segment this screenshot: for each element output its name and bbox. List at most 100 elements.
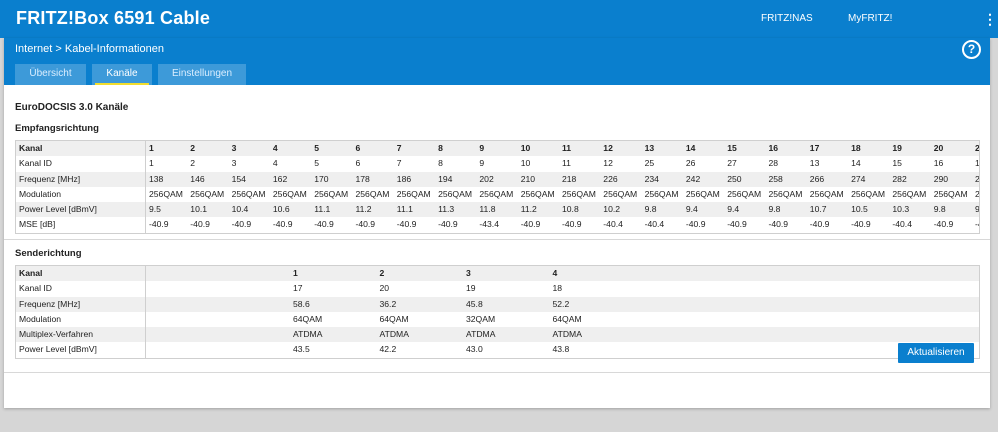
kebab-menu-icon[interactable]: ⋮ <box>983 11 997 27</box>
upstream-cell: 52.2 <box>552 298 570 309</box>
upstream-cell: 17 <box>293 283 303 294</box>
chevron-right-icon: > <box>55 43 62 55</box>
downstream-cell: 10.6 <box>272 204 290 215</box>
page-header: Internet > Kabel-Informationen ? Übersic… <box>4 38 990 85</box>
downstream-cell: -40.9 <box>851 219 871 230</box>
downstream-cell: 9.8 <box>768 204 781 215</box>
downstream-cell: 256QAM <box>685 188 720 199</box>
downstream-cell: -40.4 <box>603 219 623 230</box>
downstream-cell: 14 <box>851 158 861 169</box>
upstream-cell: 20 <box>379 283 390 294</box>
downstream-cell: -40.9 <box>149 219 169 230</box>
downstream-cell: 3 <box>231 158 237 169</box>
upstream-cell: 43.8 <box>552 344 570 355</box>
downstream-cell: -40.9 <box>727 219 747 230</box>
downstream-cell: -40.9 <box>190 219 210 230</box>
downstream-cell: 10 <box>520 158 531 169</box>
downstream-cell: 202 <box>479 173 494 184</box>
upstream-cell: 43.5 <box>293 344 310 355</box>
downstream-cell: 11.2 <box>520 204 537 215</box>
aktualisieren-button[interactable]: Aktualisieren <box>898 343 974 363</box>
downstream-cell: 10 <box>520 143 531 153</box>
downstream-cell: 11.2 <box>355 204 372 215</box>
upstream-cell: 19 <box>466 283 476 294</box>
downstream-row: Power Level [dBmV] 9.5 10.1 10.4 10.6 11.1 11.… <box>16 202 979 218</box>
downstream-cell: 11.1 <box>396 204 413 215</box>
downstream-cell: 10.7 <box>809 204 827 215</box>
upstream-cell: 58.6 <box>293 298 310 309</box>
help-icon[interactable]: ? <box>962 40 981 59</box>
downstream-cell: 10.8 <box>562 204 579 215</box>
upstream-row-label: Kanal ID <box>19 283 52 294</box>
downstream-cell: 9.8 <box>644 204 657 215</box>
downstream-cell: 194 <box>438 173 453 184</box>
downstream-cell: 25 <box>644 158 655 169</box>
column-separator <box>145 266 146 358</box>
tab-kanaele[interactable]: Kanäle <box>92 64 152 85</box>
downstream-cell: 258 <box>768 173 783 184</box>
divider <box>4 372 990 373</box>
upstream-row: Multiplex-Verfahren ATDMA ATDMA ATDMA ATDMA <box>16 327 979 343</box>
downstream-cell: 11.1 <box>314 204 331 215</box>
downstream-cell: 9.5 <box>149 204 161 215</box>
product-title: FRITZ!Box 6591 Cable <box>16 8 211 28</box>
downstream-cell: -40.9 <box>272 219 293 230</box>
downstream-cell: 250 <box>727 173 742 184</box>
downstream-cell: 256QAM <box>520 188 555 199</box>
downstream-cell: 256QAM <box>933 188 968 199</box>
downstream-cell: 1 <box>149 158 154 169</box>
nav-myfritz[interactable]: MyFRITZ! <box>848 13 893 24</box>
downstream-cell: 11.8 <box>479 204 496 215</box>
downstream-cell: 256QAM <box>272 188 307 199</box>
downstream-cell: 170 <box>314 173 329 184</box>
downstream-cell: 10.4 <box>231 204 249 215</box>
downstream-cell: 6 <box>355 143 361 153</box>
downstream-cell: 5 <box>314 158 319 169</box>
downstream-cell: 17 <box>809 143 820 153</box>
breadcrumb-current: Kabel-Informationen <box>64 43 164 55</box>
downstream-cell: 256QAM <box>355 188 390 199</box>
content-panel: Internet > Kabel-Informationen ? Übersic… <box>4 38 990 408</box>
column-separator <box>145 141 146 233</box>
downstream-cell: 19 <box>892 143 902 153</box>
upstream-cell: 1 <box>293 268 298 278</box>
downstream-cell: 28 <box>768 158 779 169</box>
downstream-cell: 138 <box>149 173 164 184</box>
downstream-row: MSE [dB] -40.9 -40.9 -40.9 -40.9 -40.9 -40.9 -4… <box>16 217 979 232</box>
downstream-cell: 11 <box>562 158 571 169</box>
upstream-cell: 2 <box>379 268 385 278</box>
downstream-cell: 14 <box>685 143 696 153</box>
downstream-cell: -40.9 <box>520 219 541 230</box>
downstream-cell: 10.2 <box>603 204 621 215</box>
downstream-cell: 178 <box>355 173 370 184</box>
downstream-cell: 256QAM <box>562 188 596 199</box>
downstream-cell: 186 <box>396 173 412 184</box>
upstream-table: Kanal 1 2 3 4 Kanal ID 17 20 19 18 Frequenz [MHz] 5… <box>15 265 980 359</box>
downstream-cell: -40.4 <box>644 219 665 230</box>
breadcrumb-parent[interactable]: Internet <box>15 43 53 55</box>
downstream-cell: -40.9 <box>231 219 252 230</box>
downstream-cell: 12 <box>603 143 613 153</box>
upstream-row-label: Modulation <box>19 313 62 324</box>
tab-uebersicht[interactable]: Übersicht <box>15 64 86 85</box>
downstream-cell: 15 <box>892 158 902 169</box>
downstream-cell: 256QAM <box>975 188 980 199</box>
downstream-cell: 8 <box>438 143 443 153</box>
divider <box>4 239 990 240</box>
downstream-cell: 4 <box>272 143 278 153</box>
downstream-row-label: MSE [dB] <box>19 219 56 230</box>
downstream-cell: 6 <box>355 158 361 169</box>
downstream-cell: 13 <box>809 158 820 169</box>
upstream-cell: 42.2 <box>379 344 397 355</box>
downstream-cell: -40.9 <box>975 219 979 230</box>
downstream-cell: 154 <box>231 173 246 184</box>
downstream-cell: -40.9 <box>933 219 954 230</box>
downstream-cell: 26 <box>685 158 696 169</box>
nav-fritz-nas[interactable]: FRITZ!NAS <box>761 13 813 24</box>
upstream-row: Kanal ID 17 20 19 18 <box>16 281 979 296</box>
downstream-cell: 256QAM <box>768 188 803 199</box>
downstream-cell: 256QAM <box>644 188 679 199</box>
downstream-row-label: Kanal ID <box>19 158 52 169</box>
downstream-cell: 256QAM <box>603 188 638 199</box>
tab-einstellungen[interactable]: Einstellungen <box>158 64 246 85</box>
